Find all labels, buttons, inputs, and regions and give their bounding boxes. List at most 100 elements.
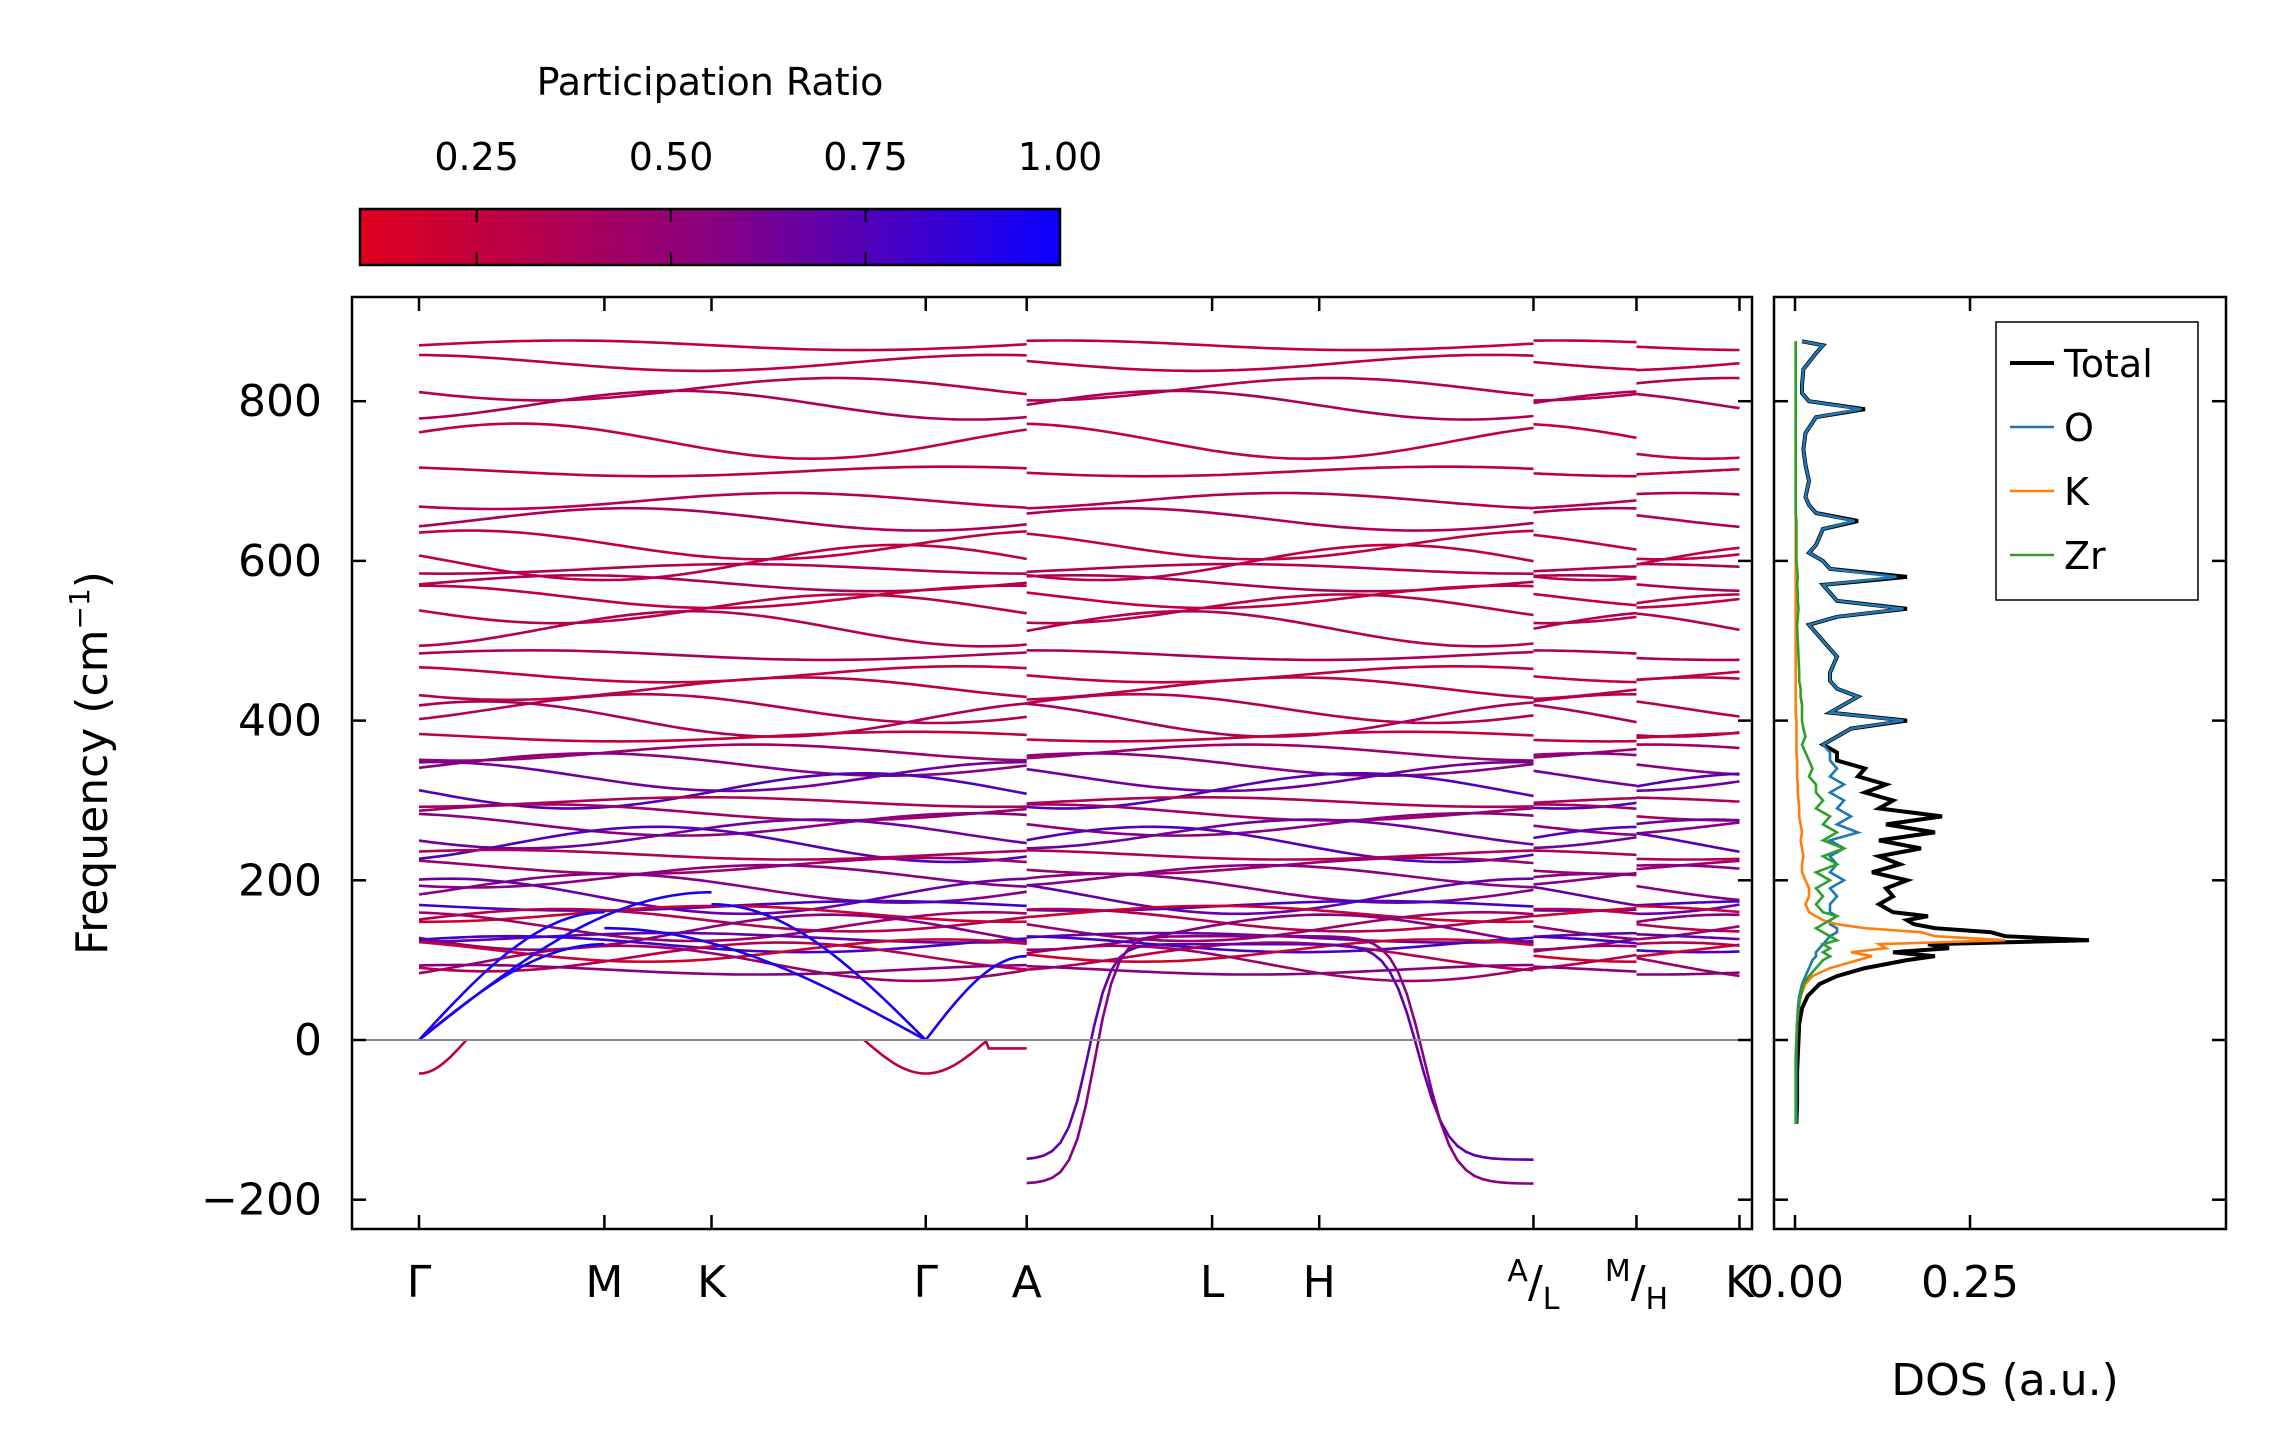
band-branch xyxy=(1026,818,1534,850)
band-branch xyxy=(1026,465,1534,478)
band-branch xyxy=(1533,872,1637,879)
y-tick-label: 800 xyxy=(238,376,322,427)
band-branch xyxy=(1636,452,1740,460)
legend-label-zr: Zr xyxy=(2064,534,2106,578)
band-branch xyxy=(1533,907,1637,915)
band-branch xyxy=(1533,339,1637,344)
band-branch xyxy=(1636,392,1740,410)
band-x-axis: Γ M K Γ A L H A/L M/H K xyxy=(407,297,1755,1317)
band-branch xyxy=(418,376,1027,402)
band-branch xyxy=(418,913,1027,951)
band-lines xyxy=(418,339,1740,1185)
band-branch xyxy=(418,506,1027,532)
band-branch xyxy=(1636,553,1740,561)
band-branch xyxy=(418,811,1027,837)
dos-series-k xyxy=(1794,341,2006,1124)
band-branch xyxy=(418,877,1027,916)
band-branch xyxy=(1026,863,1534,889)
band-branch xyxy=(1026,730,1534,743)
band-branch xyxy=(1026,825,1534,864)
band-branch xyxy=(1026,743,1534,762)
band-branch xyxy=(1636,593,1740,605)
band-branch xyxy=(1026,760,1534,793)
band-branch xyxy=(1636,772,1740,788)
band-axes-frame xyxy=(350,295,1754,1231)
x-tick-label: M/H xyxy=(1605,1254,1668,1317)
band-branch xyxy=(1636,676,1740,682)
band-branch xyxy=(1026,649,1534,662)
band-branch xyxy=(1533,360,1637,371)
band-branch xyxy=(418,907,1027,933)
y-tick-label: −200 xyxy=(201,1175,322,1226)
band-branch xyxy=(1636,583,1740,593)
band-branch xyxy=(1636,941,1740,947)
band-branch xyxy=(1026,849,1534,861)
band-branch xyxy=(1026,938,1534,963)
band-branch xyxy=(1636,863,1740,870)
band-branch xyxy=(1026,877,1534,916)
band-branch xyxy=(1026,353,1534,373)
band-branch xyxy=(418,609,1027,648)
x-tick-label: K xyxy=(1725,1257,1755,1308)
x-tick-label: Γ xyxy=(914,1257,939,1308)
band-branch xyxy=(1533,965,1637,973)
band-branch xyxy=(1026,796,1534,809)
band-branch xyxy=(1533,836,1637,850)
band-branch xyxy=(1533,423,1637,440)
band-branch xyxy=(1026,491,1534,510)
dos-lines xyxy=(1794,339,2090,1124)
band-branch xyxy=(1636,818,1740,826)
band-branch xyxy=(1533,390,1637,405)
y-tick-label: 400 xyxy=(238,696,322,747)
dos-x-axis-label: DOS (a.u.) xyxy=(1891,1355,2119,1406)
band-branch xyxy=(1636,913,1740,924)
band-branch xyxy=(419,584,1027,610)
band-branch xyxy=(418,931,1027,944)
band-branch xyxy=(1636,903,1740,916)
band-branch xyxy=(418,676,1027,702)
acoustic-branch xyxy=(418,891,712,1042)
dos-legend: Total OK Zr xyxy=(1995,321,2199,601)
band-branch xyxy=(418,700,1027,738)
x-tick-label: K xyxy=(697,1257,727,1308)
band-branch xyxy=(1026,543,1534,582)
colorbar-tick-label: 1.00 xyxy=(1018,135,1103,179)
band-branch xyxy=(418,760,1027,793)
band-branch xyxy=(1636,597,1740,609)
band-branch xyxy=(1533,885,1637,907)
band-branch xyxy=(418,491,1027,511)
band-branch xyxy=(1026,907,1534,933)
colorbar: Participation Ratio 0.25 0.50 0.75 1.00 xyxy=(358,60,1102,267)
band-branch xyxy=(1026,506,1534,532)
legend-label-o: O xyxy=(2064,406,2094,450)
band-branch xyxy=(1636,925,1740,941)
band-branch xyxy=(1636,971,1740,976)
band-branch xyxy=(1026,872,1534,905)
band-branch xyxy=(1026,584,1534,610)
band-branch xyxy=(1026,944,1534,983)
band-branch xyxy=(1533,692,1637,703)
band-branch xyxy=(1636,731,1740,740)
band-branch xyxy=(1026,692,1534,725)
x-tick-label: M xyxy=(585,1257,623,1308)
band-y-axis: −200 0 200 400 600 800 xyxy=(201,376,1752,1226)
band-branch xyxy=(418,339,1027,352)
band-branch xyxy=(418,529,1027,561)
band-branch xyxy=(1533,935,1637,945)
band-branch xyxy=(1026,676,1534,701)
band-branch xyxy=(418,465,1027,478)
band-branch xyxy=(1636,514,1740,529)
band-branch xyxy=(418,730,1027,743)
band-branch xyxy=(418,389,1027,421)
band-branch xyxy=(1533,574,1637,579)
y-axis-label: Frequency (cm−1) xyxy=(63,571,118,955)
band-branch xyxy=(1636,362,1740,372)
band-branch xyxy=(1533,801,1637,810)
band-branch xyxy=(418,692,1027,725)
band-branch xyxy=(1026,751,1534,777)
band-branch xyxy=(1533,615,1637,625)
colorbar-ticks: 0.25 0.50 0.75 1.00 xyxy=(434,135,1102,265)
band-branch xyxy=(1636,904,1740,914)
dos-panel: 0.00 0.25 DOS (a.u.) Total OK Zr xyxy=(1746,295,2228,1406)
